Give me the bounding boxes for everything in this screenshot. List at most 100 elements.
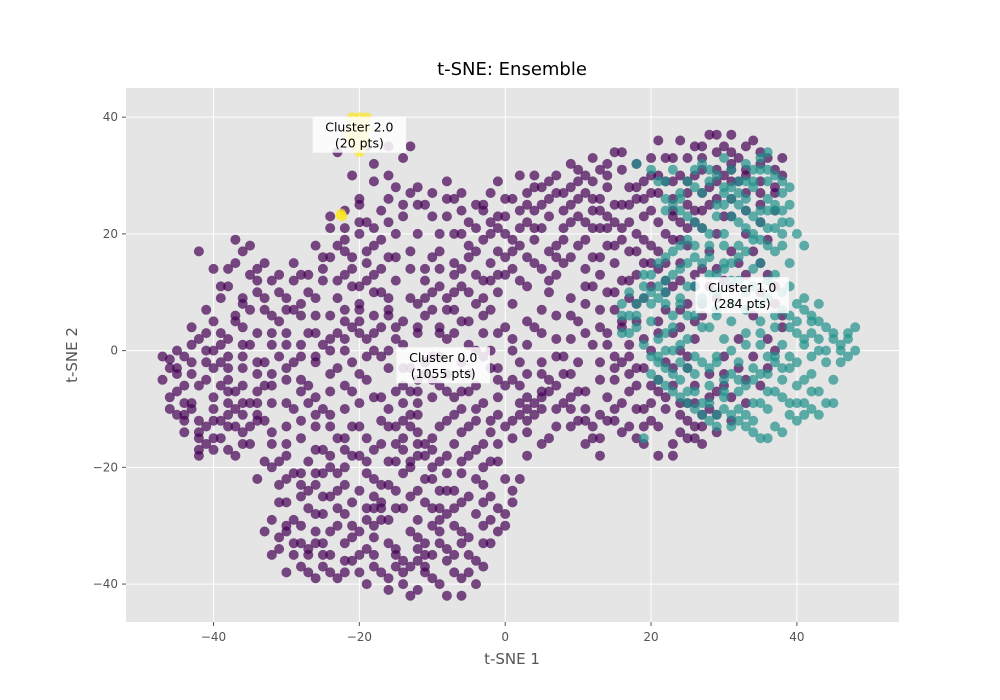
data-point [449, 485, 460, 496]
data-point [777, 153, 788, 163]
data-point [762, 223, 773, 234]
data-point [274, 532, 285, 543]
data-point [398, 153, 409, 163]
data-point [339, 444, 350, 455]
data-point [755, 153, 766, 163]
data-point [529, 398, 540, 409]
data-point [361, 503, 372, 514]
data-point [602, 240, 613, 251]
data-point [471, 404, 481, 414]
data-point [456, 526, 467, 537]
data-point [573, 386, 584, 397]
data-point [689, 334, 700, 344]
data-point [390, 549, 401, 560]
data-point [704, 164, 715, 175]
data-point [223, 281, 234, 292]
data-point [675, 205, 686, 216]
data-point [492, 246, 503, 257]
data-point [536, 263, 547, 274]
data-point [828, 328, 839, 339]
data-point [558, 398, 569, 409]
data-point [383, 252, 394, 263]
data-point [762, 369, 773, 379]
data-point [405, 386, 416, 397]
data-point [434, 503, 445, 514]
data-point [223, 409, 234, 420]
data-point [274, 287, 285, 298]
data-point [354, 281, 365, 292]
data-point [456, 316, 467, 327]
data-point [777, 228, 788, 239]
data-point [616, 199, 627, 210]
data-point [755, 339, 766, 350]
data-point [434, 281, 445, 292]
data-point [558, 351, 569, 362]
data-point [748, 427, 759, 438]
data-point [609, 147, 620, 158]
data-point [682, 234, 693, 245]
data-point [383, 404, 394, 414]
data-point [638, 339, 649, 350]
data-point [398, 567, 409, 578]
data-point [368, 345, 379, 356]
data-point [675, 357, 686, 368]
data-point [646, 369, 657, 379]
data-point [777, 374, 788, 385]
data-point [252, 357, 263, 368]
data-point [565, 421, 576, 432]
data-point [770, 223, 780, 234]
data-point [412, 514, 423, 525]
data-point [361, 544, 372, 554]
data-point [682, 281, 693, 292]
data-point [427, 474, 438, 484]
data-point [215, 281, 226, 292]
data-point [339, 433, 350, 444]
data-point [587, 252, 598, 263]
data-point [733, 153, 744, 163]
data-point [704, 199, 715, 210]
data-point [361, 433, 372, 444]
data-point [456, 427, 467, 438]
data-point [157, 351, 168, 362]
data-point [689, 217, 700, 228]
data-point [230, 450, 241, 461]
data-point [186, 357, 197, 368]
data-point [266, 427, 277, 438]
data-point [726, 421, 737, 432]
data-point [201, 345, 212, 356]
data-point [368, 240, 379, 251]
data-point [303, 456, 314, 467]
data-point [791, 380, 802, 391]
data-point [339, 304, 350, 315]
data-point [631, 193, 642, 204]
data-point [595, 205, 605, 216]
y-axis-label: t-SNE 2 [63, 327, 81, 383]
data-point [646, 240, 657, 251]
data-point [186, 369, 197, 379]
data-point [748, 374, 759, 385]
data-point [230, 386, 241, 397]
data-point [646, 258, 657, 269]
data-point [390, 503, 401, 514]
data-point [624, 369, 635, 379]
data-point [682, 415, 693, 426]
x-tick-label: 40 [789, 630, 804, 644]
data-point [485, 415, 496, 426]
data-point [624, 287, 635, 298]
data-point [288, 549, 299, 560]
data-point [719, 211, 729, 222]
data-point [507, 234, 518, 245]
data-point [536, 404, 547, 414]
data-point [427, 211, 438, 222]
data-point [252, 275, 263, 286]
data-point [208, 263, 219, 274]
data-point [777, 217, 788, 228]
data-point [784, 351, 795, 362]
data-point [456, 404, 467, 414]
data-point [565, 404, 576, 414]
data-point [616, 147, 627, 158]
data-point [580, 386, 591, 397]
data-point [689, 421, 700, 432]
data-point [281, 374, 292, 385]
data-point [682, 386, 693, 397]
